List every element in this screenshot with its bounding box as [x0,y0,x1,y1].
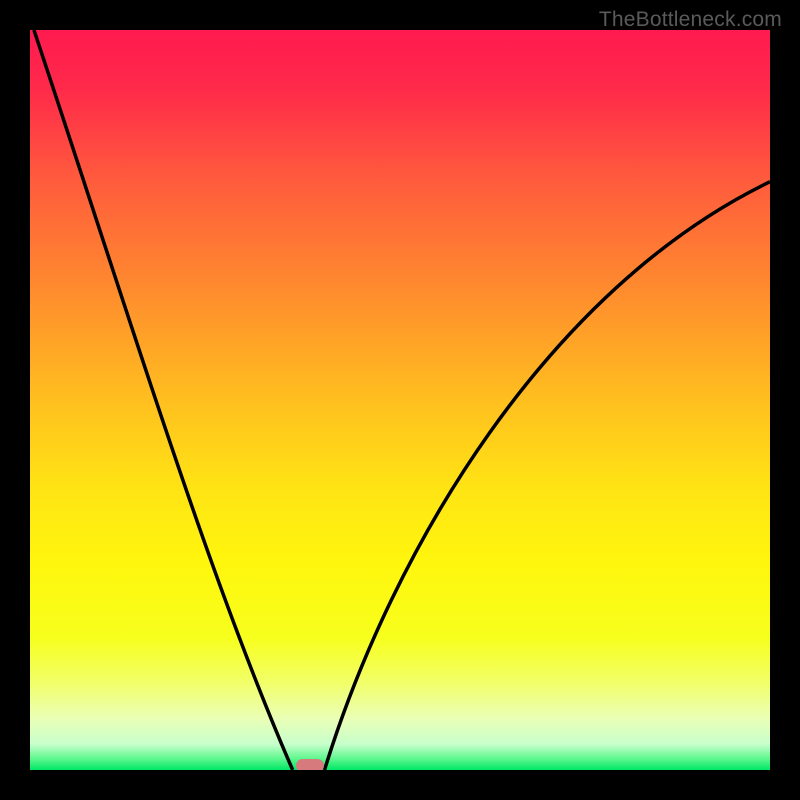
curve-right-branch [325,182,770,770]
minimum-marker [296,759,324,770]
curve-layer [30,30,770,770]
curve-left-branch [34,30,293,770]
watermark-text: TheBottleneck.com [599,8,782,32]
plot-area [30,30,770,770]
